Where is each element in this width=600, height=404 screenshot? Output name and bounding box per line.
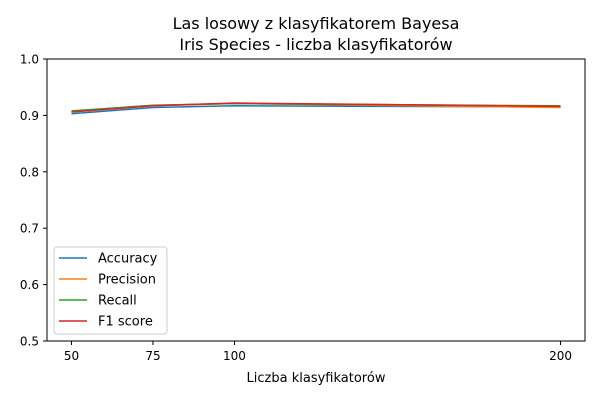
chart-subtitle: Iris Species - liczba klasyfikatorów [179,35,452,54]
y-tick-label: 0.8 [20,165,39,179]
y-tick-label: 0.7 [20,222,39,236]
x-tick-label: 100 [223,349,246,363]
series-line-accuracy [71,105,561,115]
legend-label-recall: Recall [98,294,137,309]
legend-box [53,246,168,335]
x-axis-label: Liczba klasyfikatorów [247,371,386,386]
legend-label-precision: Precision [98,273,156,288]
series-line-f1-score [71,102,561,113]
x-tick-label: 75 [145,349,160,363]
legend-label-f1-score: F1 score [98,315,153,330]
legend-label-accuracy: Accuracy [98,252,158,267]
x-tick-label: 50 [64,349,79,363]
y-tick-label: 0.6 [20,278,39,292]
y-tick-label: 1.0 [20,53,39,67]
y-tick-label: 0.5 [20,335,39,349]
y-tick-label: 0.9 [20,109,39,123]
plot-frame [46,58,586,342]
chart-title: Las losowy z klasyfikatorem Bayesa [173,14,460,33]
x-tick-label: 200 [549,349,572,363]
